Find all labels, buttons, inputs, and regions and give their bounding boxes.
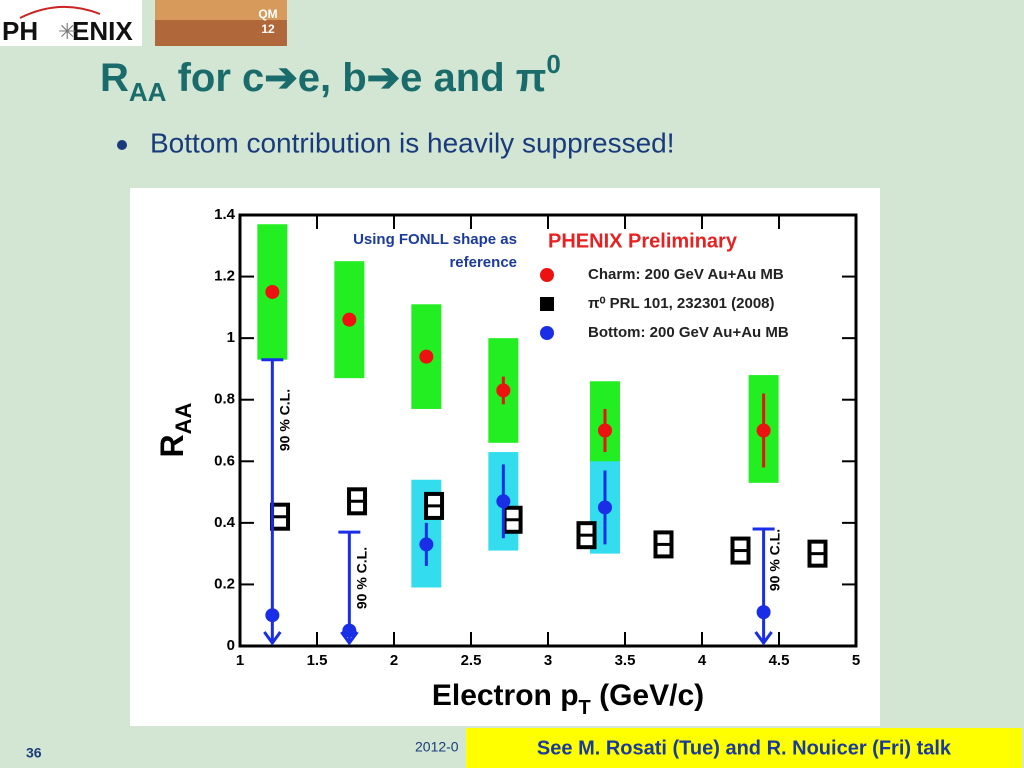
- x-tick-label: 2: [390, 652, 398, 669]
- x-tick-label: 4: [698, 652, 707, 669]
- legend-marker: [540, 268, 554, 282]
- y-tick-label: 1.2: [214, 268, 235, 285]
- x-label-sub: T: [579, 697, 591, 719]
- x-tick-label: 3.5: [615, 652, 636, 669]
- x-tick-label: 1.5: [307, 652, 328, 669]
- point: [756, 605, 771, 620]
- bullet-dot: [117, 140, 127, 150]
- point: [265, 284, 280, 299]
- x-label-part: Electron p: [432, 679, 579, 712]
- legend-label: π⁰ PRL 101, 232301 (2008): [588, 295, 775, 312]
- note: See M. Rosati (Tue) and R. Nouicer (Fri)…: [537, 737, 952, 759]
- point: [419, 349, 434, 364]
- y-tick-label: 0.6: [214, 452, 235, 469]
- limit-annotation: 90 % C.L.: [354, 547, 370, 609]
- point: [342, 623, 357, 638]
- point: [419, 537, 434, 552]
- legend-label: Bottom: 200 GeV Au+Au MB: [588, 324, 789, 341]
- legend-marker: [540, 326, 554, 340]
- point: [265, 608, 280, 623]
- chart-note: reference: [449, 254, 517, 271]
- limit-annotation: 90 % C.L.: [767, 529, 783, 591]
- logo: ENIX: [72, 16, 133, 46]
- page-number: 36: [26, 745, 42, 761]
- y-tick-label: 0: [227, 637, 235, 654]
- x-label-part: (GeV/c): [591, 679, 704, 712]
- badge-sky: [155, 0, 287, 20]
- point: [756, 423, 771, 438]
- x-tick-label: 5: [852, 652, 860, 669]
- legend-label: Charm: 200 GeV Au+Au MB: [588, 266, 784, 283]
- upper-limit: [752, 527, 775, 646]
- badge: QM: [258, 7, 277, 21]
- y-tick-label: 1: [227, 329, 235, 346]
- chart-title: PHENIX Preliminary: [548, 230, 738, 252]
- badge: 12: [261, 22, 275, 36]
- limit-annotation: 90 % C.L.: [277, 389, 293, 451]
- chart-note: Using FONLL shape as: [353, 231, 517, 248]
- chart: 1 1.5 2 2.5 3 3.5 4 4.5 5 0 0.2 0.4 0.6 0.8 1 1.2 1.4 Cha…: [154, 206, 860, 719]
- logo-arc: [19, 5, 101, 19]
- y-label-part: R: [154, 434, 190, 457]
- note-box: [466, 728, 1022, 768]
- point: [597, 423, 612, 438]
- x-tick-label: 3: [544, 652, 552, 669]
- x-tick-label: 2.5: [461, 652, 482, 669]
- title-sup: 0: [546, 49, 560, 79]
- y-tick-label: 0.2: [214, 575, 235, 592]
- date: 2012-0: [415, 739, 459, 755]
- y-tick-label: 1.4: [214, 206, 236, 223]
- y-tick-label: 0.4: [214, 514, 236, 531]
- x-axis-label: Electron pT (GeV/c): [432, 679, 704, 719]
- bullet: Bottom contribution is heavily suppresse…: [150, 127, 675, 158]
- logo: PH: [2, 16, 38, 46]
- title-part: for c➔e, b➔e and π: [166, 56, 546, 100]
- point: [496, 383, 511, 398]
- legend-marker: [540, 297, 554, 311]
- y-tick-label: 0.8: [214, 391, 235, 408]
- point: [496, 494, 511, 509]
- x-tick-label: 1: [236, 652, 244, 669]
- upper-limit: [261, 358, 284, 646]
- x-tick-label: 4.5: [769, 652, 790, 669]
- slide-title: RAA for c➔e, b➔e and π0: [100, 49, 561, 107]
- logo-star: ✳: [58, 19, 76, 44]
- y-label-sub: AA: [171, 402, 196, 434]
- point: [342, 312, 357, 327]
- y-axis-label: RAA: [154, 402, 195, 457]
- title-part: R: [100, 56, 129, 100]
- title-sub: AA: [129, 77, 167, 107]
- point: [597, 500, 612, 515]
